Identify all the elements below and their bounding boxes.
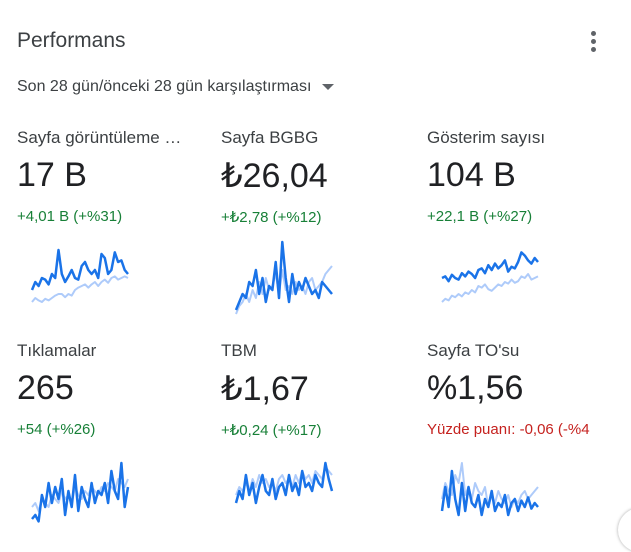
more-vert-icon-dot [591,47,596,52]
sparkline-previous-series [31,275,129,303]
metric-value: 17 B [17,156,87,194]
arrow-drop-down-icon [322,84,335,90]
metric-value: %1,56 [427,369,524,407]
metric-label: Sayfa BGBG [221,128,319,147]
metric-value: 265 [17,369,74,407]
sparkline-current-series [234,461,334,505]
comparison-label: Son 28 gün/önceki 28 gün karşılaştırması [17,78,312,95]
comparison-dropdown[interactable]: Son 28 gün/önceki 28 gün karşılaştırması [17,77,335,97]
sparkline [441,251,539,303]
sparkline-current-series [31,461,130,523]
metric-label: TBM [221,341,257,360]
more-menu-button[interactable] [583,27,605,57]
card-title: Performans [17,29,126,52]
metric-label: Gösterim sayısı [427,128,546,147]
metric-delta: +54 (+%26) [17,421,96,438]
metric-delta: +22,1 B (+%27) [427,208,533,225]
floating-action-button[interactable] [618,508,631,552]
metric-value: 104 B [427,156,516,194]
metric-delta: +₺2,78 (+%12) [221,209,322,226]
sparkline [440,462,539,517]
sparkline-current-series [234,240,333,311]
metric-delta: +4,01 B (+%31) [17,208,123,225]
sparkline-current-series [441,251,539,283]
sparkline-current-series [30,248,129,291]
metric-value: ₺26,04 [221,157,328,195]
sparkline [31,461,130,523]
sparkline [30,248,129,303]
metric-delta: Yüzde puanı: -0,06 (-%4 [427,421,590,438]
sparkline-current-series [440,469,539,517]
sparkline-previous-series [441,273,539,303]
sparkline-previous-series [235,466,333,496]
metric-value: ₺1,67 [221,370,309,408]
sparkline [234,240,333,315]
metric-label: Sayfa TO'su [427,341,520,360]
metric-delta: +₺0,24 (+%17) [221,422,322,439]
sparkline [234,461,334,505]
more-vert-icon-dot [591,31,596,36]
metric-label: Tıklamalar [17,341,97,360]
metric-label: Sayfa görüntüleme … [17,128,182,147]
more-vert-icon-dot [591,39,596,44]
